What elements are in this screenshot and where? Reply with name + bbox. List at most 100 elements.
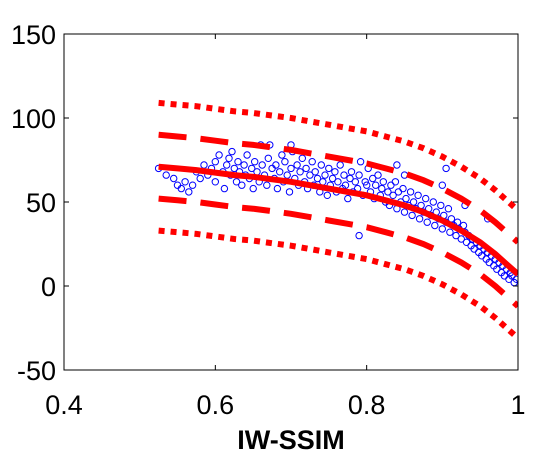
scatter-point (272, 161, 280, 169)
fit-line-dashed (158, 131, 518, 245)
scatter-point (393, 161, 401, 169)
scatter-point (287, 164, 295, 173)
scatter-point (457, 235, 465, 243)
scatter-point (344, 194, 352, 203)
scatter-point (285, 188, 294, 196)
scatter-point (361, 178, 369, 186)
scatter-point (313, 174, 322, 183)
y-tick-label: -50 (17, 356, 56, 386)
scatter-point (296, 168, 304, 176)
scatter-point (336, 161, 344, 169)
scatter-point (374, 171, 382, 179)
scatter-point (321, 171, 329, 179)
scatter-point (325, 164, 333, 173)
scatter-point (220, 184, 229, 193)
scatter-point (249, 184, 257, 193)
fit-line-dotted (158, 99, 518, 213)
scatter-point (391, 178, 400, 186)
x-tick-label: 0.8 (348, 390, 386, 420)
scatter-point (355, 171, 363, 179)
scatter-point (228, 147, 236, 156)
scatter-point (340, 171, 348, 179)
x-tick-label: 0.6 (197, 390, 235, 420)
scatter-point (402, 194, 410, 203)
scatter-point (438, 181, 446, 189)
scatter-point (363, 181, 371, 189)
scatter-point (379, 178, 387, 186)
scatter-point (302, 164, 310, 173)
scatter-point (429, 198, 437, 206)
scatter-point (317, 161, 325, 169)
scatter-point (331, 168, 339, 176)
scatter-point (177, 184, 186, 193)
scatter-point (162, 171, 170, 179)
tick-layer: 0.4 0.6 0.8 1 -50 0 50 100 150 (11, 20, 526, 420)
scatter-point (311, 168, 319, 176)
x-tick-label: 1 (510, 390, 525, 420)
scatter-point (263, 181, 271, 189)
fit-line-dotted (158, 227, 518, 341)
scatter-point (188, 181, 197, 189)
scatter-point (414, 191, 422, 200)
scatter-point (293, 161, 301, 169)
scatter-point (251, 158, 259, 166)
scatter-point (431, 221, 439, 230)
scatter-point (185, 188, 193, 196)
scatter-point (258, 161, 266, 169)
scatter-point (334, 178, 342, 186)
scatter-point (512, 275, 518, 283)
scatter-point (446, 228, 454, 236)
scatter-point (215, 151, 223, 159)
fit-line-solid (158, 163, 518, 277)
scatter-point (306, 171, 314, 179)
scatter-point (328, 174, 337, 183)
scatter-point (452, 231, 460, 240)
x-tick-label: 0.4 (45, 390, 83, 420)
scatter-point (347, 168, 356, 176)
scatter-point (243, 151, 251, 159)
y-tick-label: 50 (26, 188, 56, 218)
scatter-point (399, 184, 407, 193)
scatter-point (323, 191, 331, 200)
y-tick-label: 0 (41, 272, 56, 302)
scatter-point (278, 151, 286, 159)
scatter-point (415, 215, 424, 223)
scatter-point (442, 164, 450, 173)
scatter-point (230, 164, 239, 173)
scatter-point (351, 178, 359, 186)
x-axis-title: IW-SSIM (237, 425, 344, 455)
scatter-point (406, 188, 415, 196)
scatter-point (384, 188, 392, 196)
scatter-point (264, 154, 272, 163)
scatter-point (409, 198, 418, 206)
scatter-point (355, 231, 363, 240)
scatter-point (211, 158, 220, 166)
fit-line-dashed (158, 195, 518, 309)
scatter-point (422, 194, 430, 203)
scatter-point (298, 154, 306, 163)
plot-background (64, 34, 518, 370)
scatter-point (170, 174, 178, 183)
scatter-point (408, 211, 416, 220)
scatter-point (346, 174, 354, 183)
scatter-point (356, 158, 365, 166)
scatter-point (444, 205, 453, 213)
data-layer (154, 99, 518, 341)
scatter-point (240, 161, 248, 169)
scatter-point (281, 158, 289, 166)
scatter-point (276, 168, 284, 176)
scatter-point (400, 208, 409, 216)
scatter-point (369, 174, 377, 183)
scatter-point (181, 178, 189, 186)
scatter-point (196, 174, 204, 183)
scatter-point (232, 178, 241, 186)
scatter-point (211, 178, 220, 186)
scatter-point (372, 181, 380, 189)
scatter-point (248, 164, 256, 173)
scatter-point (389, 191, 397, 200)
scatter-point (437, 201, 445, 210)
scatter-point (341, 181, 350, 189)
scatter-point (234, 158, 242, 166)
y-tick-label: 100 (11, 104, 56, 134)
